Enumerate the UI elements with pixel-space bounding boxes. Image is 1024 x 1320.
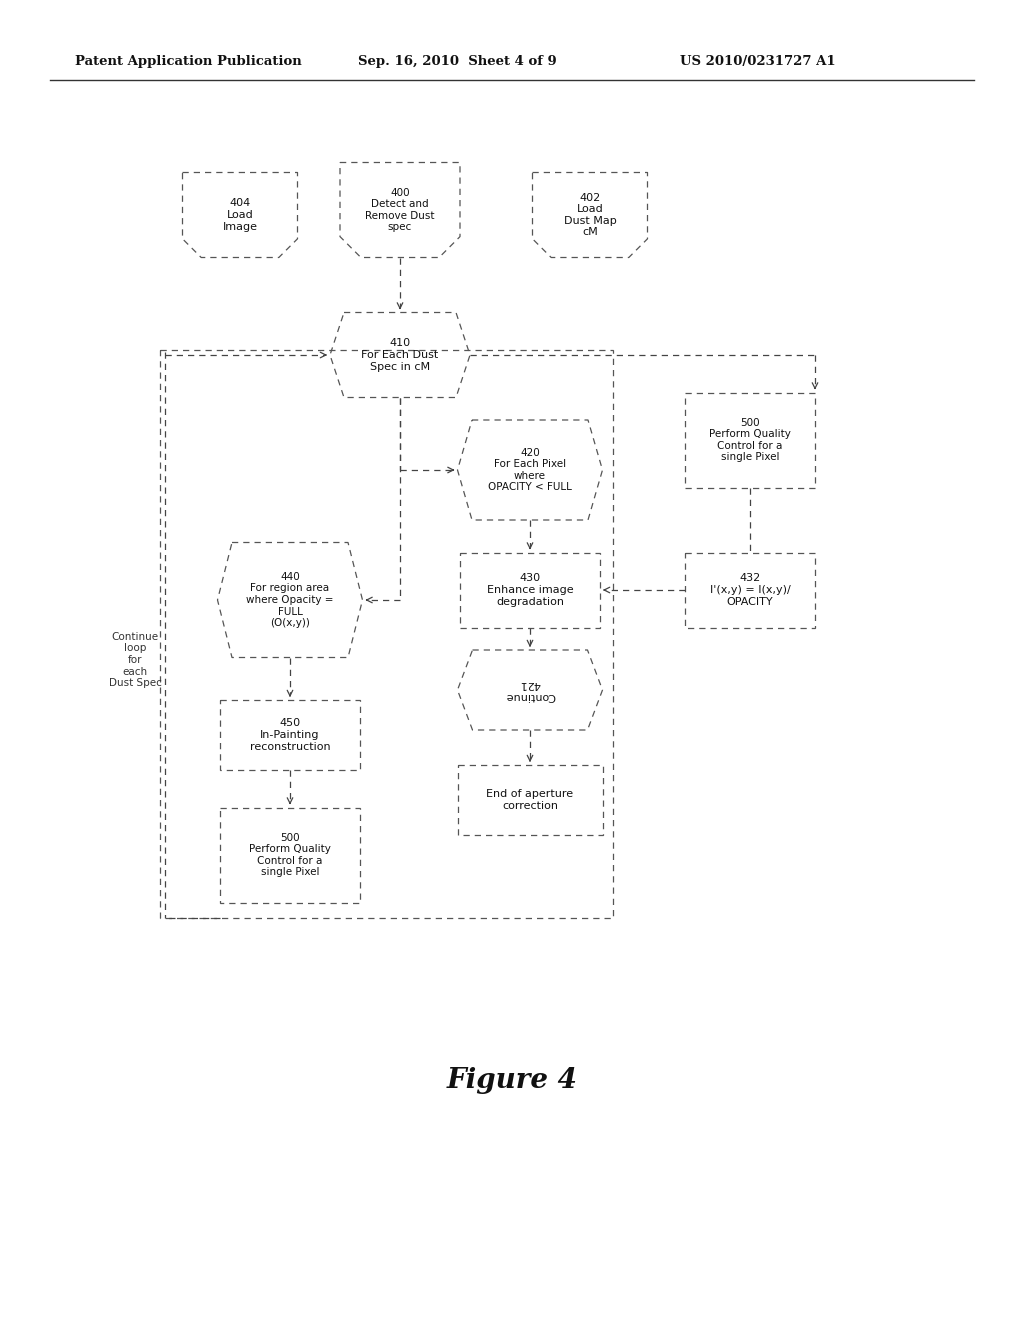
Text: 420
For Each Pixel
where
OPACITY < FULL: 420 For Each Pixel where OPACITY < FULL [488, 447, 572, 492]
Text: 500
Perform Quality
Control for a
single Pixel: 500 Perform Quality Control for a single… [709, 417, 791, 462]
Text: 402
Load
Dust Map
cM: 402 Load Dust Map cM [563, 193, 616, 238]
Text: 400
Detect and
Remove Dust
spec: 400 Detect and Remove Dust spec [366, 187, 435, 232]
Text: 404
Load
Image: 404 Load Image [222, 198, 257, 231]
FancyBboxPatch shape [460, 553, 600, 627]
Text: Patent Application Publication: Patent Application Publication [75, 55, 302, 69]
FancyBboxPatch shape [685, 392, 815, 487]
Polygon shape [182, 173, 298, 257]
Text: 432
I'(x,y) = I(x,y)/
OPACITY: 432 I'(x,y) = I(x,y)/ OPACITY [710, 573, 791, 607]
Text: End of aperture
correction: End of aperture correction [486, 789, 573, 810]
Text: 500
Perform Quality
Control for a
single Pixel: 500 Perform Quality Control for a single… [249, 833, 331, 878]
Text: 410
For Each Dust
Spec in cM: 410 For Each Dust Spec in cM [361, 338, 438, 372]
FancyBboxPatch shape [685, 553, 815, 627]
Text: 430
Enhance image
degradation: 430 Enhance image degradation [486, 573, 573, 607]
Text: 440
For region area
where Opacity =
FULL
(O(x,y)): 440 For region area where Opacity = FULL… [246, 572, 334, 628]
Text: Continue
loop
for
each
Dust Spec: Continue loop for each Dust Spec [109, 632, 162, 688]
Text: Figure 4: Figure 4 [446, 1067, 578, 1093]
Polygon shape [532, 173, 647, 257]
Polygon shape [330, 313, 470, 397]
Text: Sep. 16, 2010  Sheet 4 of 9: Sep. 16, 2010 Sheet 4 of 9 [358, 55, 557, 69]
Polygon shape [340, 162, 460, 257]
FancyBboxPatch shape [220, 808, 360, 903]
Polygon shape [458, 420, 602, 520]
FancyBboxPatch shape [220, 700, 360, 770]
Polygon shape [217, 543, 362, 657]
Text: US 2010/0231727 A1: US 2010/0231727 A1 [680, 55, 836, 69]
Text: 450
In-Painting
reconstruction: 450 In-Painting reconstruction [250, 718, 331, 751]
FancyBboxPatch shape [458, 766, 602, 836]
Text: Continue
421: Continue 421 [505, 680, 555, 701]
Polygon shape [458, 649, 602, 730]
